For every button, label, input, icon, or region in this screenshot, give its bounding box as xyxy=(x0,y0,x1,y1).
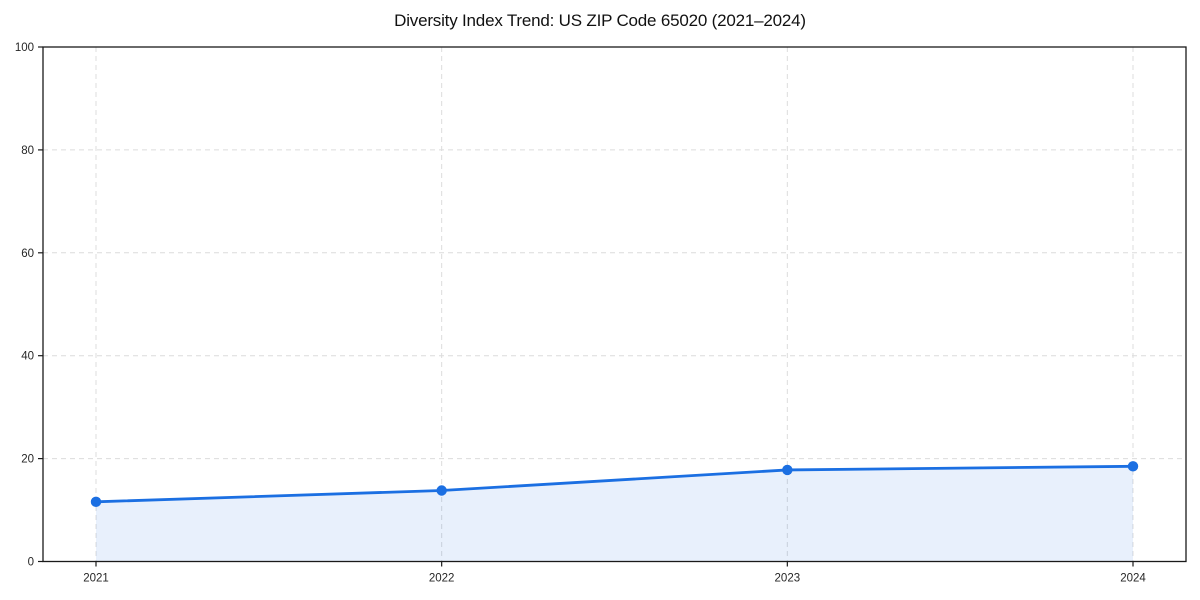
data-point-marker xyxy=(1127,461,1139,472)
y-tick-label: 20 xyxy=(21,454,34,466)
data-point-marker xyxy=(90,496,102,508)
x-tick-label: 2023 xyxy=(775,573,801,585)
y-tick-label: 0 xyxy=(28,557,34,569)
x-tick-label: 2021 xyxy=(83,573,109,585)
plot-border xyxy=(42,46,1187,563)
y-tick-label: 60 xyxy=(21,248,34,260)
x-tick-label: 2022 xyxy=(429,573,455,585)
y-tick-label: 40 xyxy=(21,351,34,363)
y-tick-label: 80 xyxy=(21,145,34,157)
series-area-fill xyxy=(96,466,1133,562)
chart-title: Diversity Index Trend: US ZIP Code 65020… xyxy=(394,11,806,30)
data-point-marker xyxy=(782,464,793,476)
data-point-marker xyxy=(436,485,447,496)
y-tick-label: 100 xyxy=(15,42,34,54)
x-tick-label: 2024 xyxy=(1120,573,1146,585)
series-line xyxy=(94,464,1135,504)
